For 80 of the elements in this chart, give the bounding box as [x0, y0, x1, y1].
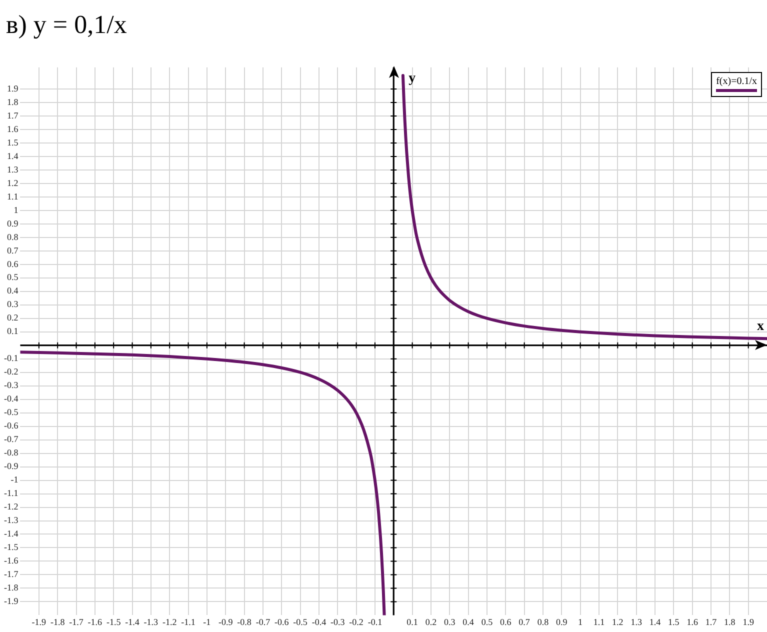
x-tick-label: -1.6: [88, 616, 103, 627]
y-tick-label: 0.5: [6, 272, 19, 282]
x-tick-label: -1.4: [125, 616, 140, 627]
x-tick-label: -0.3: [330, 616, 346, 627]
y-tick-label: -1.6: [4, 556, 19, 566]
chart-title: в) y = 0,1/x: [6, 10, 127, 40]
y-tick-label: 1: [14, 204, 18, 215]
x-tick-label: 0.7: [518, 616, 530, 627]
y-tick-label: -1.3: [4, 515, 19, 526]
x-tick-label: 1.4: [649, 616, 662, 627]
x-tick-label: 1.8: [724, 616, 736, 627]
y-tick-label: 0.6: [6, 258, 19, 269]
x-tick-label: 1.1: [593, 616, 605, 627]
y-tick-label: -1.2: [4, 502, 18, 512]
y-tick-label: -0.4: [4, 394, 19, 404]
x-tick-label: -1: [203, 616, 211, 627]
y-tick-label: 1.6: [6, 124, 19, 134]
y-tick-label: 1.9: [6, 83, 19, 94]
x-tick-label: 1.9: [742, 616, 754, 627]
y-tick-label: -0.3: [4, 380, 19, 390]
y-tick-label: 0.2: [6, 312, 18, 323]
y-tick-label: 1.7: [6, 110, 19, 120]
x-tick-label: 0.2: [425, 616, 437, 627]
x-tick-label: 1.6: [686, 616, 698, 627]
x-tick-label: 1: [578, 616, 583, 627]
x-tick-label: 0.5: [481, 616, 494, 627]
y-tick-label: -1.4: [4, 528, 19, 539]
x-tick-label: -1.7: [69, 616, 84, 627]
y-tick-label: 0.3: [6, 299, 19, 310]
x-tick-label: -0.9: [218, 616, 234, 627]
x-tick-label: 0.3: [444, 616, 456, 627]
x-tick-label: 0.1: [406, 616, 418, 627]
x-tick-label: -0.8: [237, 616, 252, 627]
x-tick-label: 1.3: [630, 616, 642, 627]
y-axis-title: y: [408, 71, 416, 86]
x-tick-label: 0.4: [462, 616, 474, 627]
y-tick-label: 1.3: [6, 164, 19, 174]
x-tick-label: -0.6: [274, 616, 290, 627]
y-tick-label: -0.6: [4, 420, 19, 431]
text: f(x)=0.1/x: [716, 76, 757, 88]
x-tick-label: -1.5: [106, 616, 122, 627]
y-tick-label: 0.4: [6, 286, 19, 296]
x-tick-label: -0.2: [349, 616, 364, 627]
x-tick-label: -1.1: [181, 616, 196, 627]
y-tick-label: 1.4: [6, 150, 19, 161]
y-tick-label: -0.9: [4, 461, 19, 472]
y-tick-label: 1.1: [6, 191, 18, 202]
y-tick-label: 1.2: [6, 178, 18, 188]
x-tick-label: -0.1: [368, 616, 382, 627]
x-tick-label: -0.4: [312, 616, 327, 627]
x-axis-title: x: [757, 318, 764, 334]
y-tick-label: 0.1: [6, 326, 18, 336]
y-tick-label: -1.7: [4, 569, 19, 580]
y-tick-label: -0.1: [4, 353, 18, 364]
x-tick-label: 0.8: [537, 616, 550, 627]
y-tick-label: -0.7: [4, 434, 19, 444]
x-tick-label: -0.7: [256, 616, 271, 627]
x-tick-label: -1.8: [50, 616, 66, 627]
y-tick-label: -0.5: [4, 407, 19, 418]
y-tick-label: -1.1: [4, 488, 18, 498]
x-tick-label: 1.5: [668, 616, 680, 627]
y-tick-label: 1.5: [6, 137, 19, 148]
x-tick-label: -1.9: [32, 616, 47, 627]
x-tick-label: 0.9: [556, 616, 568, 627]
y-tick-label: -1.5: [4, 542, 19, 552]
y-tick-label: -0.8: [4, 448, 19, 458]
y-tick-label: -1.9: [4, 596, 19, 606]
x-tick-label: -1.3: [144, 616, 159, 627]
y-tick-label: 0.7: [6, 245, 19, 256]
y-tick-label: 0.8: [6, 232, 19, 242]
y-tick-label: 1.8: [6, 96, 19, 107]
x-tick-label: 1.2: [612, 616, 624, 627]
y-tick-label: -1.8: [4, 582, 19, 593]
x-tick-label: -0.5: [293, 616, 308, 627]
x-tick-label: -1.2: [162, 616, 177, 627]
x-tick-label: 0.6: [500, 616, 512, 627]
y-tick-label: -0.2: [4, 366, 18, 377]
x-tick-label: 1.7: [705, 616, 718, 627]
y-tick-label: -1: [10, 474, 18, 485]
y-tick-label: 0.9: [6, 218, 19, 228]
